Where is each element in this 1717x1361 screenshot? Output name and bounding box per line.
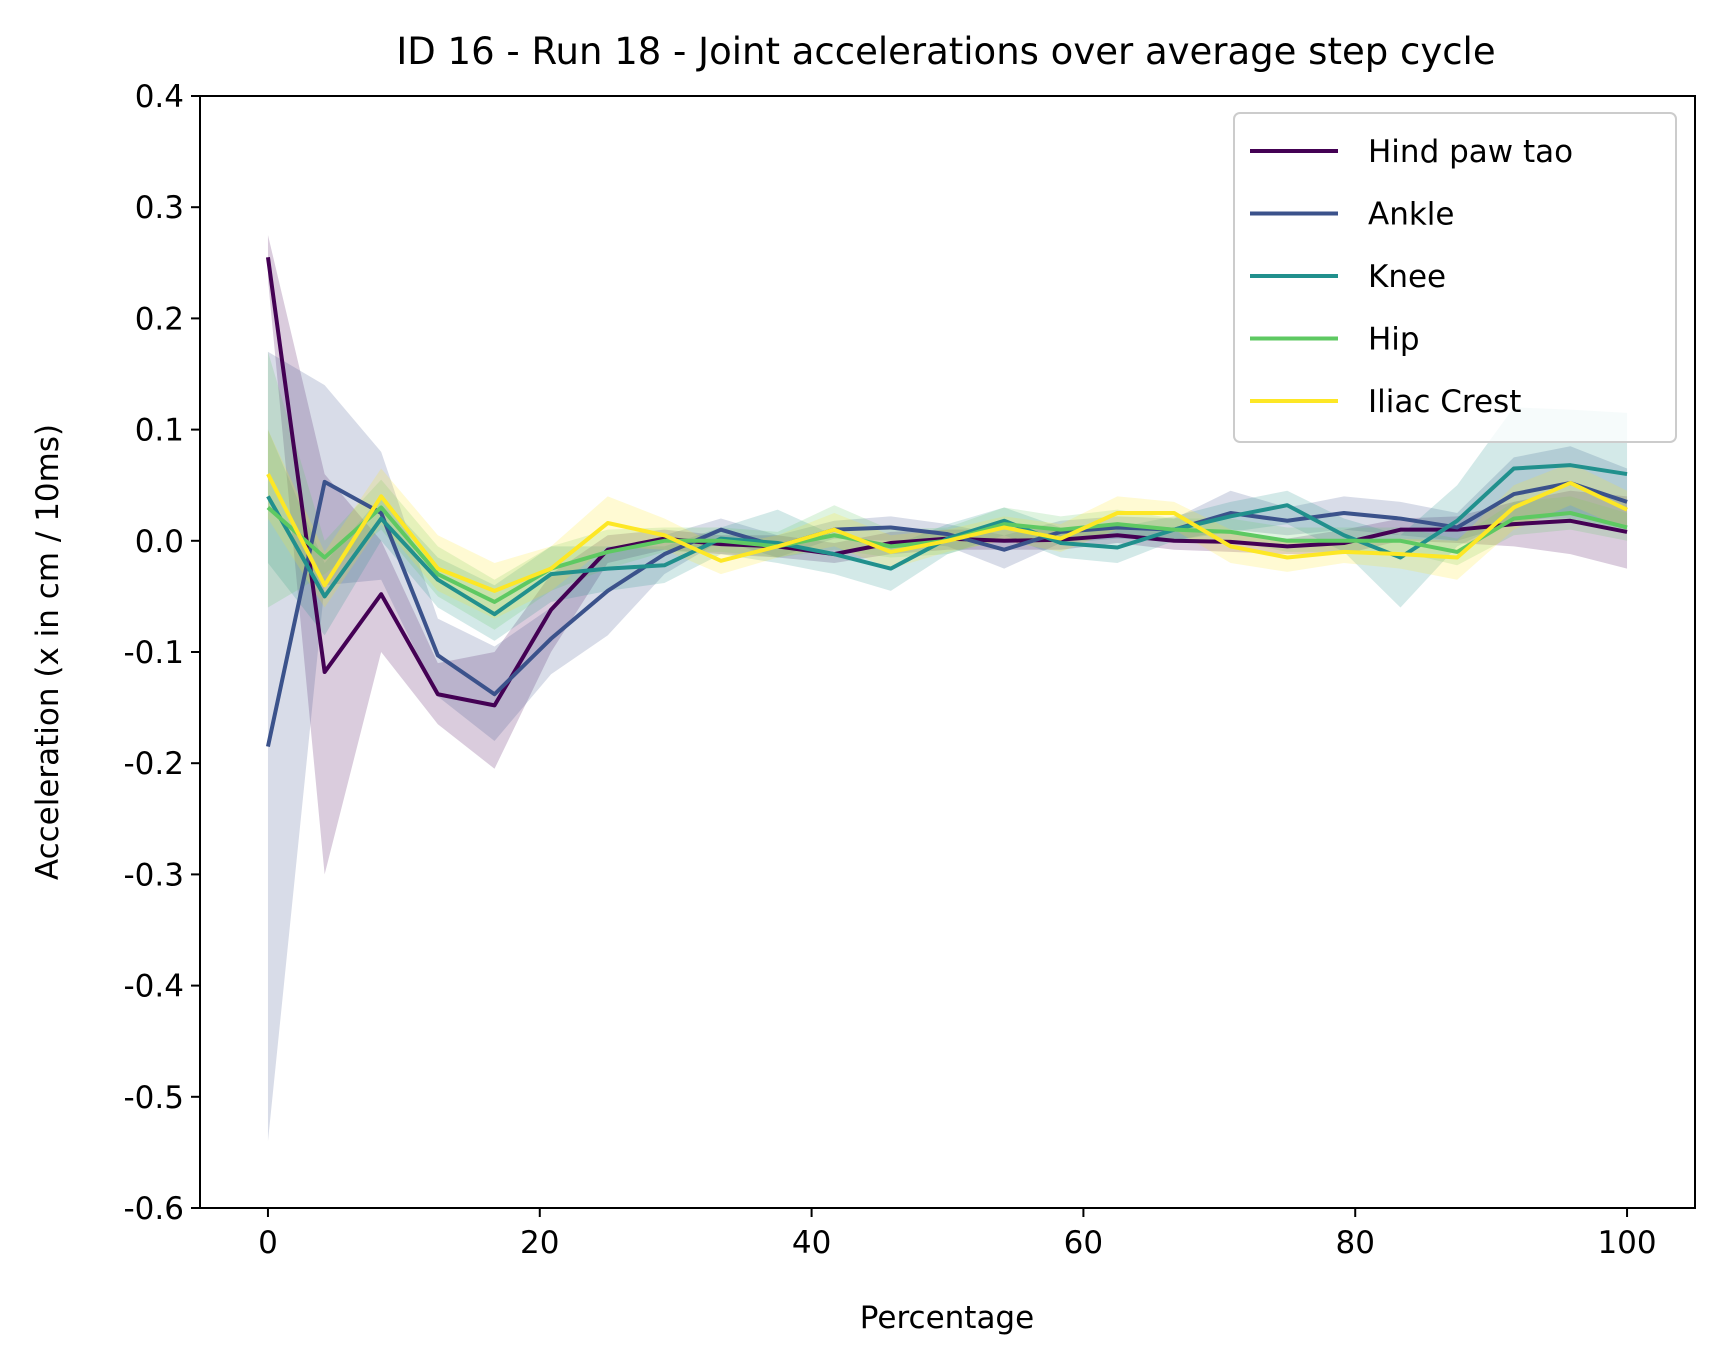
band-knee	[267, 407, 1628, 641]
y-tick-label: -0.1	[124, 635, 185, 671]
y-tick-label: 0.4	[135, 79, 184, 115]
x-tick-label: 0	[258, 1225, 278, 1261]
y-tick-label: 0.1	[135, 413, 184, 449]
y-tick-label: -0.6	[124, 1191, 185, 1227]
y-tick-label: 0.2	[135, 301, 184, 337]
y-axis-label: Acceleration (x in cm / 10ms)	[30, 424, 66, 880]
y-tick-label: 0.3	[135, 190, 184, 226]
y-tick-label: 0.0	[135, 524, 184, 560]
x-tick-label: 100	[1597, 1225, 1656, 1261]
chart-title: ID 16 - Run 18 - Joint accelerations ove…	[396, 30, 1495, 73]
y-axis: 0.4 0.3 0.2 0.1 0.0 -0.1 -0.2 -0.3 -0.4 -0.5 -0.6	[124, 79, 200, 1227]
series-line-knee	[266, 463, 1628, 617]
y-tick-label: -0.5	[124, 1080, 185, 1116]
legend: Hind paw tao Ankle Knee Hip Iliac Crest	[1233, 112, 1677, 443]
legend-label-knee: Knee	[1368, 259, 1446, 295]
legend-label-hip: Hip	[1368, 322, 1420, 358]
x-tick-label: 20	[520, 1225, 559, 1261]
y-tick-label: -0.3	[124, 857, 185, 893]
legend-label-ankle: Ankle	[1368, 197, 1455, 233]
series-line-ankle	[265, 479, 1628, 747]
x-tick-label: 60	[1064, 1225, 1103, 1261]
x-tick-label: 40	[792, 1225, 831, 1261]
band-layer	[267, 235, 1628, 1142]
series-line-iliac-crest	[266, 473, 1628, 593]
x-axis: 0 20 40 60 80 100	[258, 1208, 1657, 1261]
legend-label-iliac-crest: Iliac Crest	[1368, 384, 1521, 420]
band-hip	[267, 351, 1628, 630]
legend-label-hind-paw-tao: Hind paw tao	[1368, 134, 1573, 170]
line-layer	[265, 256, 1628, 747]
y-tick-label: -0.2	[124, 746, 185, 782]
band-iliac-crest	[267, 429, 1628, 619]
legend-box	[1233, 112, 1677, 443]
x-tick-label: 80	[1336, 1225, 1375, 1261]
y-tick-label: -0.4	[124, 969, 185, 1005]
x-axis-label: Percentage	[860, 1300, 1034, 1336]
